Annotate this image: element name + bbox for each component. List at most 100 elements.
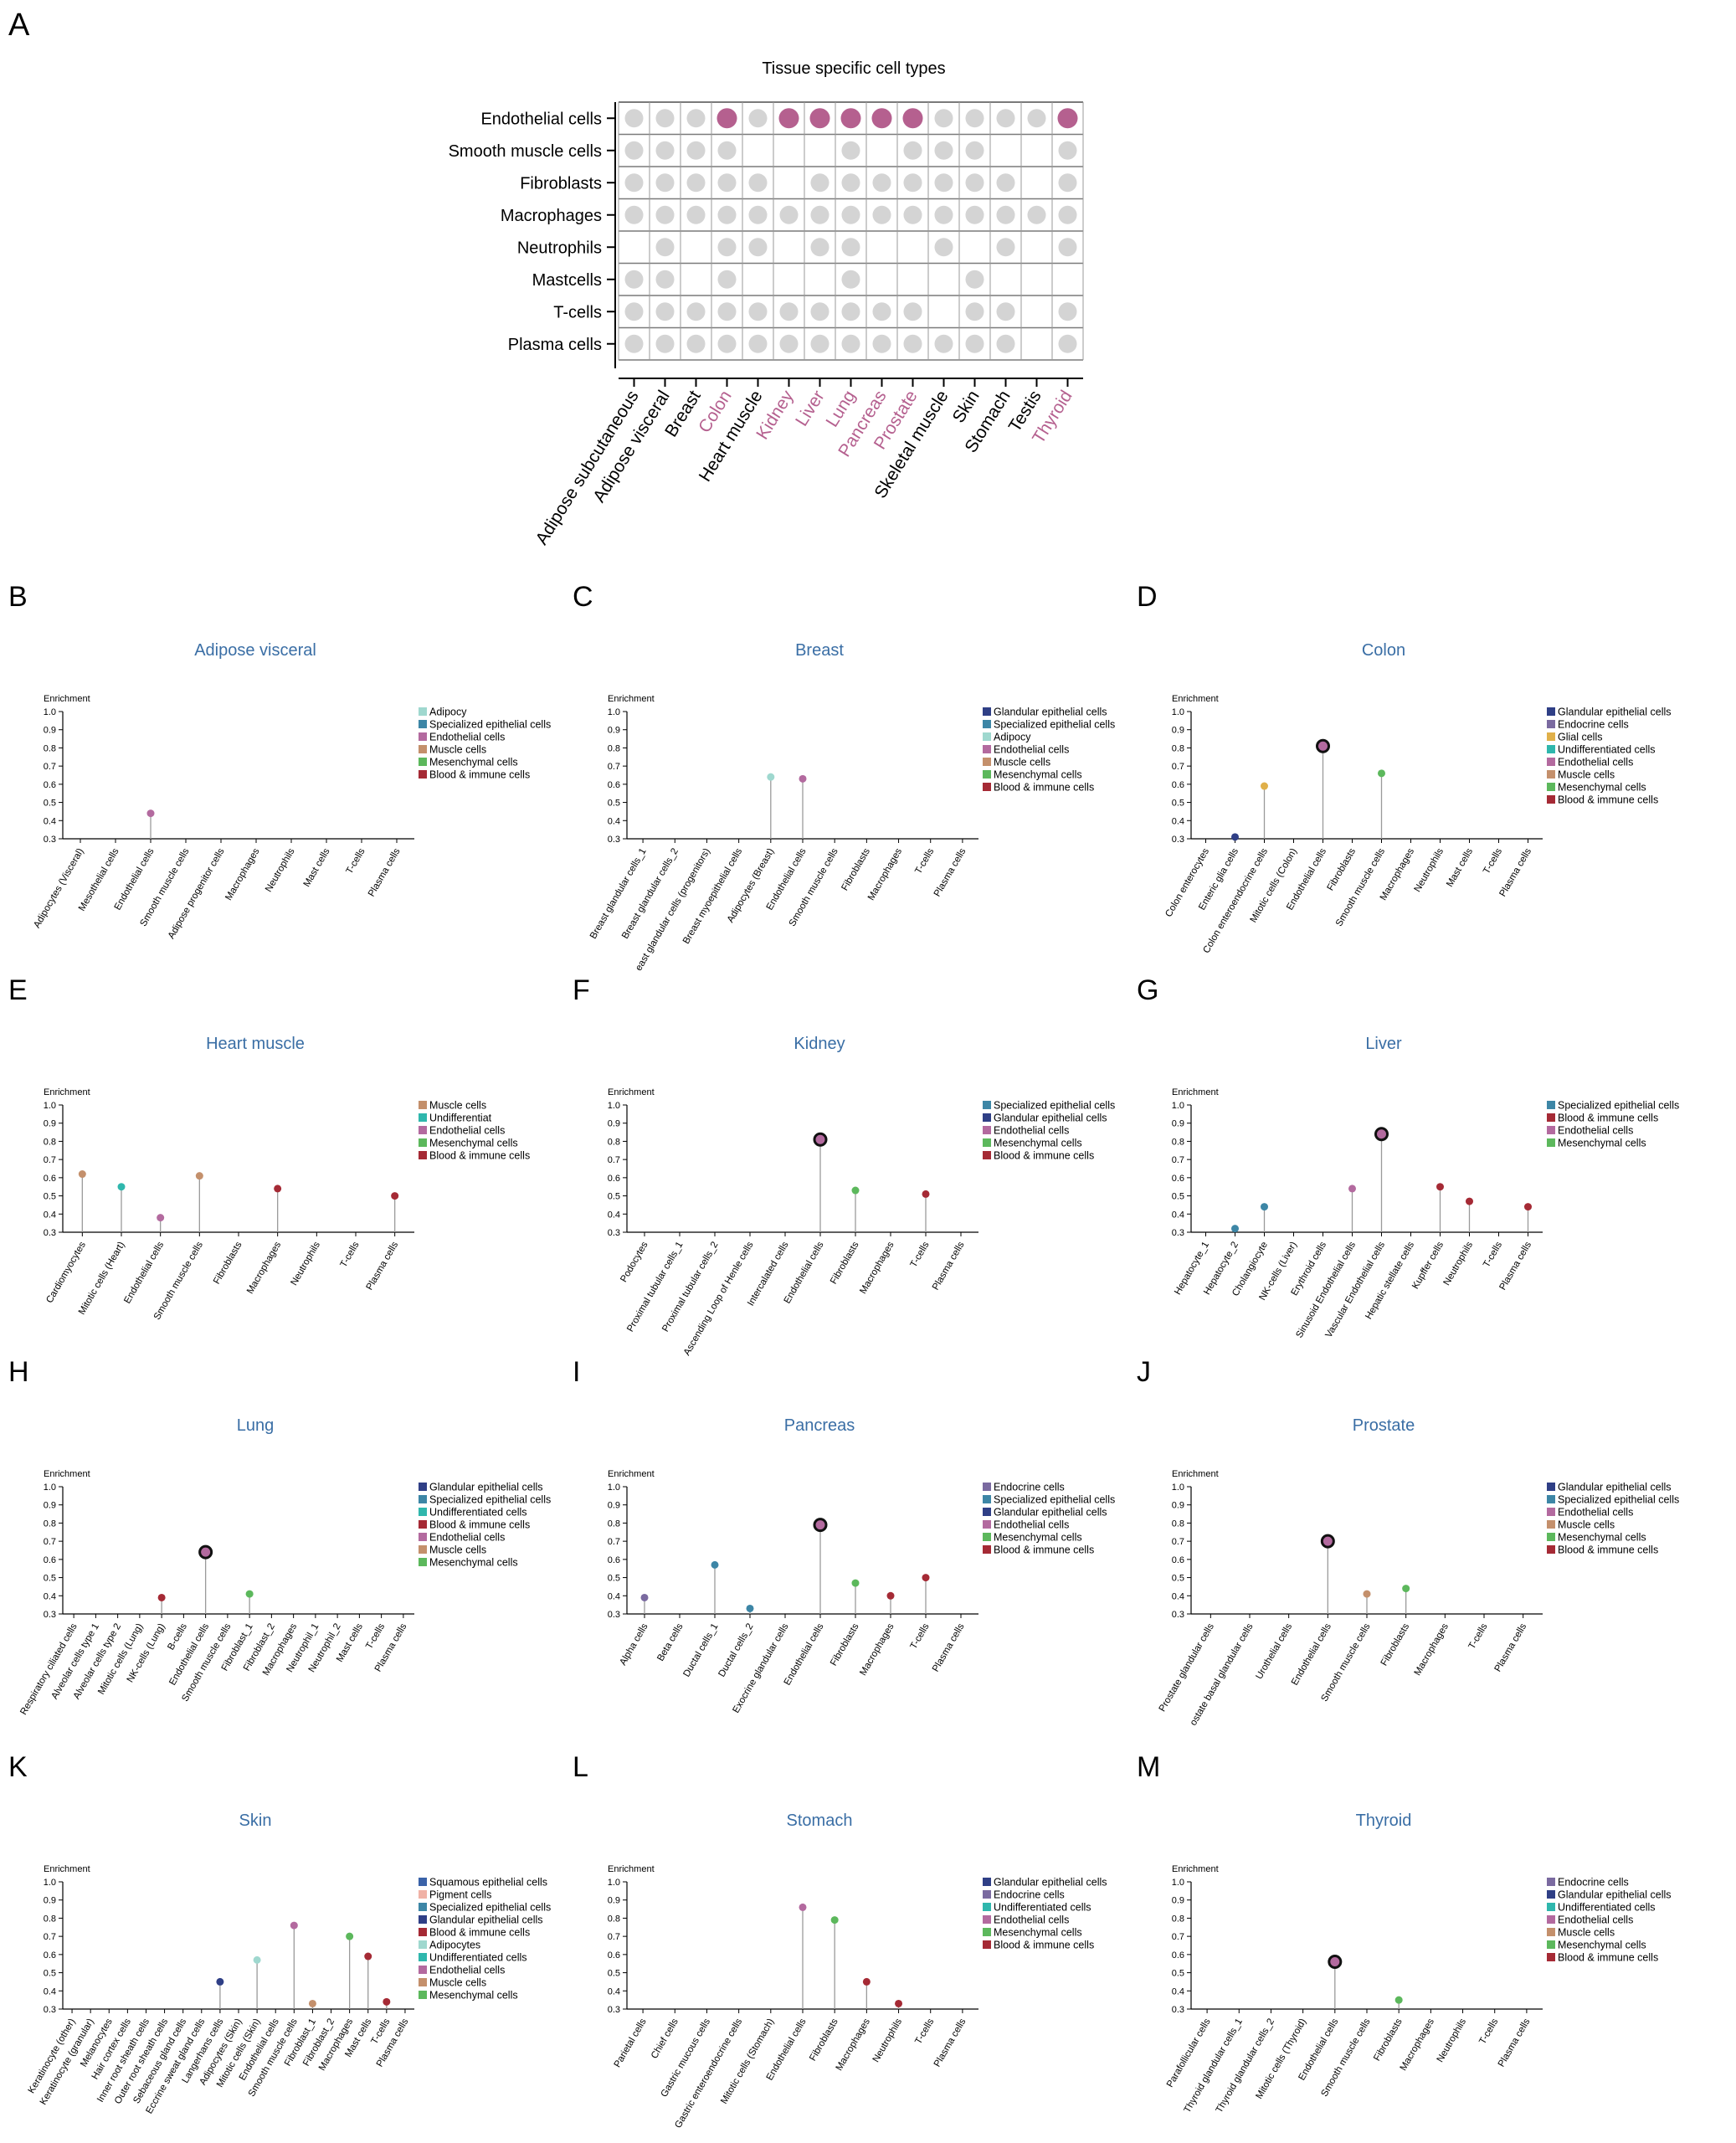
legend-swatch (419, 1545, 427, 1554)
matrix-dot (686, 334, 706, 353)
x-tick-label-beta-cells: Beta cells (655, 1621, 685, 1662)
matrix-dot (934, 141, 953, 160)
legend-swatch (983, 1903, 991, 1911)
x-tick-label-t-cells: T-cells (364, 1621, 387, 1651)
lollipop-point (1524, 1203, 1532, 1211)
lollipop-point (1402, 1585, 1410, 1593)
panel-letter: C (573, 581, 593, 613)
legend-swatch (983, 1520, 991, 1529)
matrix-dot (903, 334, 922, 353)
legend-item-blood-immune-cells: Blood & immune cells (1558, 794, 1658, 806)
x-tick-label-fibroblasts: Fibroblasts (840, 846, 872, 892)
legend-item-endothelial-cells: Endothelial cells (1558, 1507, 1633, 1519)
matrix-dot (872, 334, 891, 353)
y-axis-label: Enrichment (44, 1469, 90, 1479)
matrix-dot (841, 173, 860, 193)
legend-item-mesenchymal-cells: Mesenchymal cells (994, 1138, 1082, 1149)
legend-swatch (983, 1495, 991, 1503)
legend-item-blood-immune-cells: Blood & immune cells (1558, 1544, 1658, 1556)
y-tick-label: 1.0 (608, 1878, 620, 1888)
legend-swatch (983, 1878, 991, 1886)
panel-c: C Breast Enrichment 0.3 0.4 0.5 0.6 0.7 0.8 0.9 1.… (573, 581, 1115, 973)
y-tick-label: 0.9 (1172, 726, 1184, 736)
x-tick-label-urothelial-cells: Urothelial cells (1254, 1621, 1294, 1681)
legend-swatch (983, 732, 991, 741)
legend-item-muscle-cells: Muscle cells (1558, 769, 1615, 781)
panel-title: Liver (1365, 1035, 1402, 1053)
legend-swatch (419, 1495, 427, 1503)
matrix-dot (717, 302, 737, 321)
y-axis-label: Enrichment (1172, 1469, 1219, 1479)
y-tick-label: 0.3 (608, 1610, 620, 1620)
legend-swatch (419, 1101, 427, 1109)
x-tick-label-mast-cells: Mast cells (302, 846, 332, 888)
legend-item-endothelial-cells: Endothelial cells (1558, 1125, 1633, 1137)
x-tick-label-mitotic-cells-heart: Mitotic cells (Heart) (77, 1240, 127, 1316)
matrix-dot (717, 173, 737, 193)
lollipop-point (895, 1999, 903, 2007)
x-tick-label-kupffer-cells: Kupffer cells (1410, 1240, 1446, 1291)
matrix-dot (903, 173, 922, 193)
matrix-dot (810, 238, 829, 257)
lollipop-point (767, 773, 775, 781)
matrix-row-label-fibroblasts: Fibroblasts (520, 174, 602, 193)
lollipop-point-emphasis (1374, 1127, 1389, 1142)
lollipop-point (391, 1192, 399, 1200)
x-tick-label-endothelial-cells: Endothelial cells (783, 1240, 826, 1305)
lollipop-point (1394, 1996, 1403, 2004)
lollipop-point-emphasis (1320, 1534, 1335, 1549)
y-tick-label: 0.4 (44, 1591, 56, 1601)
lollipop-point-emphasis (198, 1544, 213, 1560)
legend-swatch (419, 1890, 427, 1899)
legend-swatch (1547, 1126, 1555, 1134)
x-tick-label-podocytes: Podocytes (619, 1240, 650, 1284)
y-tick-label: 1.0 (44, 1483, 56, 1493)
matrix-dot (934, 238, 953, 257)
y-tick-label: 0.6 (608, 1950, 620, 1961)
legend-swatch (983, 1483, 991, 1491)
x-tick-label-macrophages: Macrophages (858, 1240, 896, 1296)
panel-k: KSkinEnrichment0.30.40.50.60.70.80.91.0K… (8, 1751, 551, 2115)
legend-item-specialized-epithelial-cells: Specialized epithelial cells (429, 1494, 551, 1506)
x-tick-label-thyroid-glandular-cells-2: Thyroid glandular cells_2 (1215, 2017, 1276, 2115)
lollipop-point (851, 1186, 860, 1195)
legend-swatch (419, 1508, 427, 1516)
legend-swatch (1547, 795, 1555, 804)
legend-swatch (983, 1890, 991, 1899)
x-tick-label-breast-glandular-cells-2: Breast glandular cells_2 (620, 847, 681, 941)
y-axis-label: Enrichment (608, 694, 655, 704)
matrix-dot (965, 109, 984, 128)
matrix-dot (686, 109, 706, 128)
legend-item-endothelial-cells: Endothelial cells (429, 1125, 505, 1137)
matrix-dot (996, 109, 1015, 128)
legend-swatch (419, 1915, 427, 1924)
x-tick-label-adipocytes-visceral: Adipocytes (Visceral) (32, 846, 85, 930)
legend-swatch (983, 783, 991, 791)
matrix-dot (779, 302, 799, 321)
legend-item-blood-immune-cells: Blood & immune cells (1558, 1952, 1658, 1964)
legend-item-endothelial-cells: Endothelial cells (994, 1914, 1069, 1926)
panel-e: E Heart muscle Enrichment 0.3 0.4 0.5 0.6 0.7 0.… (8, 974, 530, 1322)
matrix-dot (655, 270, 675, 289)
panel-i: I Pancreas Enrichment 0.3 0.4 0.5 0.6 0.7 0.8 0.9… (573, 1356, 1115, 1715)
matrix-dot (779, 334, 799, 353)
y-tick-label: 0.7 (1172, 1155, 1184, 1165)
y-tick-label: 0.5 (608, 799, 620, 809)
y-tick-label: 1.0 (1172, 1483, 1184, 1493)
x-tick-label-macrophages: Macrophages (1399, 2017, 1436, 2073)
y-tick-label: 0.9 (1172, 1896, 1184, 1906)
y-tick-label: 0.5 (608, 1192, 620, 1202)
legend-item-mesenchymal-cells: Mesenchymal cells (429, 757, 518, 768)
y-tick-label: 0.8 (1172, 743, 1184, 753)
legend-swatch (1547, 1495, 1555, 1503)
legend-item-mesenchymal-cells: Mesenchymal cells (1558, 1138, 1646, 1149)
y-tick-label: 0.3 (1172, 1228, 1184, 1238)
y-tick-label: 0.6 (608, 1555, 620, 1565)
matrix-dot (965, 173, 984, 193)
x-tick-label-plasma-cells: Plasma cells (932, 846, 968, 898)
y-tick-label: 0.7 (1172, 1537, 1184, 1547)
y-tick-label: 0.8 (44, 1519, 56, 1529)
matrix-dot (871, 108, 892, 129)
legend-item-specialized-epithelial-cells: Specialized epithelial cells (994, 1100, 1115, 1112)
y-tick-label: 1.0 (608, 1101, 620, 1111)
